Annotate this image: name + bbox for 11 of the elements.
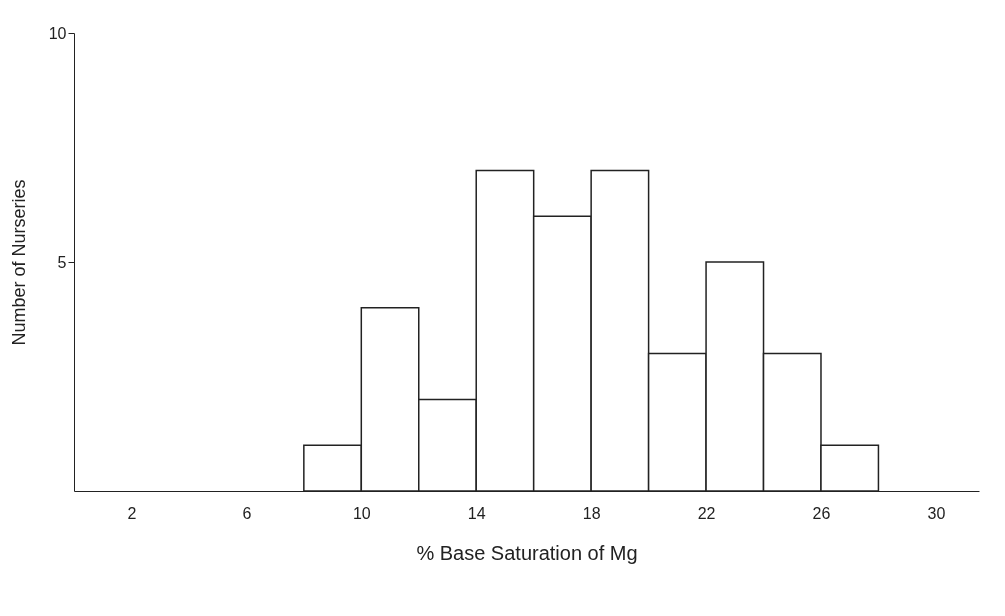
- x-tick-label: 22: [697, 504, 716, 522]
- x-tick-label: 2: [127, 504, 137, 522]
- x-tick-label: 26: [812, 504, 831, 522]
- x-tick-label: 30: [927, 504, 946, 522]
- x-tick-label: 6: [242, 504, 252, 522]
- y-axis-title: Number of Nurseries: [8, 179, 29, 346]
- y-tick-label: 5: [57, 253, 67, 271]
- x-axis-title: % Base Saturation of Mg: [416, 541, 638, 564]
- x-tick-label: 10: [352, 504, 371, 522]
- x-tick-label: 18: [582, 504, 601, 522]
- x-tick-label: 14: [467, 504, 486, 522]
